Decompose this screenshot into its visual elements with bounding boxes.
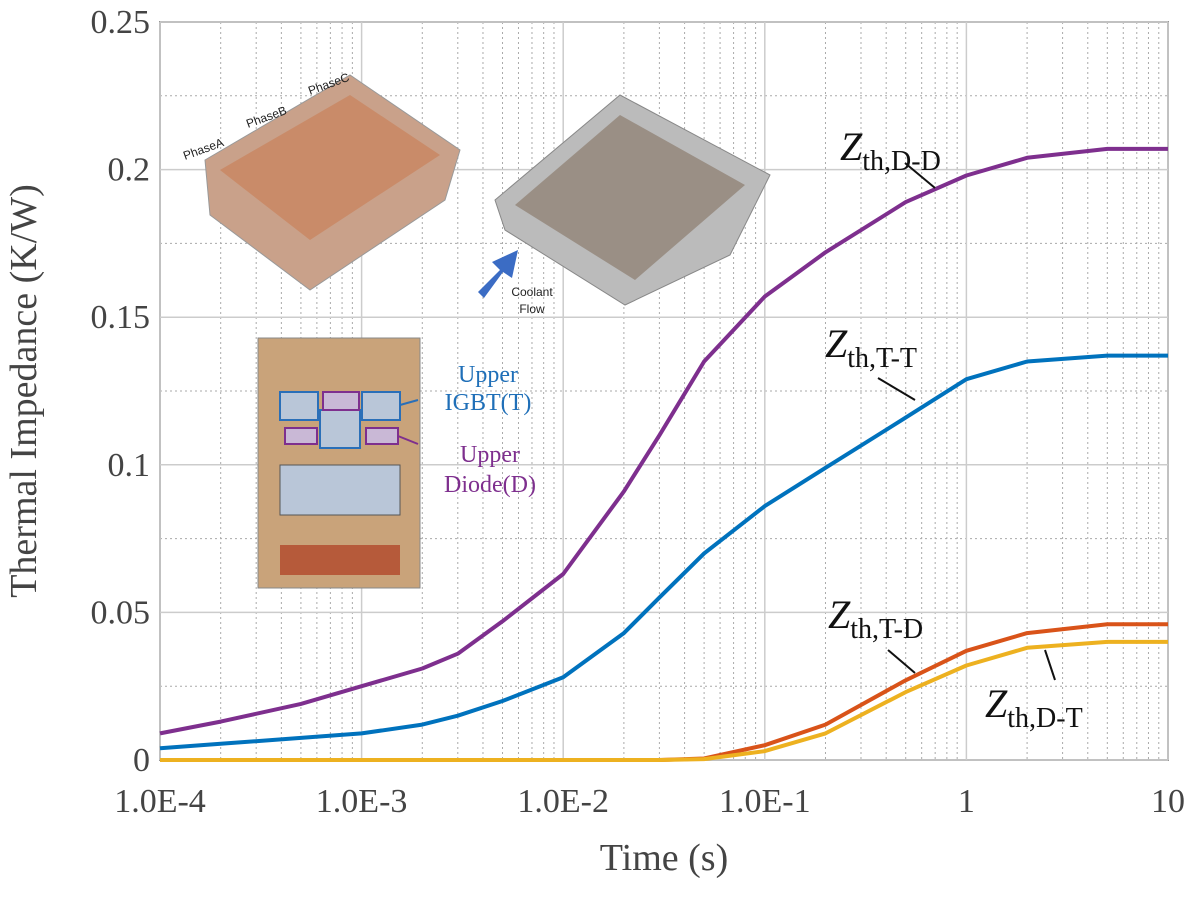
series-line xyxy=(159,353,1168,751)
y-tick-label: 0.05 xyxy=(91,594,151,631)
label-leader xyxy=(904,162,936,189)
x-tick-label: 1.0E-3 xyxy=(316,783,408,820)
x-tick-label: 10 xyxy=(1151,783,1185,820)
diode-label: Diode(D) xyxy=(444,472,536,498)
series-label-sub: th,D-D xyxy=(862,146,941,177)
y-axis-title: Thermal Impedance (K/W) xyxy=(3,184,45,598)
series-line xyxy=(159,146,1168,736)
series-label-sub: th,T-D xyxy=(850,614,923,645)
module-photo xyxy=(204,74,771,589)
series-line xyxy=(160,639,1168,762)
y-tick-label: 0.25 xyxy=(91,4,151,41)
x-tick-label: 1.0E-4 xyxy=(114,783,206,820)
y-tick-label: 0.1 xyxy=(108,447,151,484)
series-label-main: Z xyxy=(840,124,863,169)
grid xyxy=(159,21,1169,761)
series-label: Zth,T-T xyxy=(825,321,917,374)
diode-label: Upper xyxy=(460,442,520,468)
label-leader xyxy=(877,377,916,401)
igbt-label: Upper xyxy=(458,362,518,388)
label-leader xyxy=(887,649,916,674)
igbt-label: IGBT(T) xyxy=(445,390,532,416)
y-tick-label: 0.2 xyxy=(108,152,151,189)
x-axis-title: Time (s) xyxy=(600,837,728,879)
series-label: Zth,D-D xyxy=(840,124,941,177)
series-label-main: Z xyxy=(825,321,848,366)
series-label-main: Z xyxy=(828,592,851,637)
x-tick-label: 1.0E-2 xyxy=(517,783,609,820)
y-tick-label: 0 xyxy=(133,742,150,779)
y-tick-label: 0.15 xyxy=(91,299,151,336)
x-tick-label: 1.0E-1 xyxy=(719,783,811,820)
series-label: Zth,D-T xyxy=(985,681,1083,734)
series-label-main: Z xyxy=(985,681,1008,726)
x-tick-label: 1 xyxy=(958,783,975,820)
series-label: Zth,T-D xyxy=(828,592,923,645)
coolant-label: Flow xyxy=(519,302,545,316)
series-label-sub: th,D-T xyxy=(1007,703,1082,734)
label-leader xyxy=(1044,649,1056,681)
series-label-sub: th,T-T xyxy=(847,343,917,374)
coolant-label: Coolant xyxy=(511,285,553,299)
